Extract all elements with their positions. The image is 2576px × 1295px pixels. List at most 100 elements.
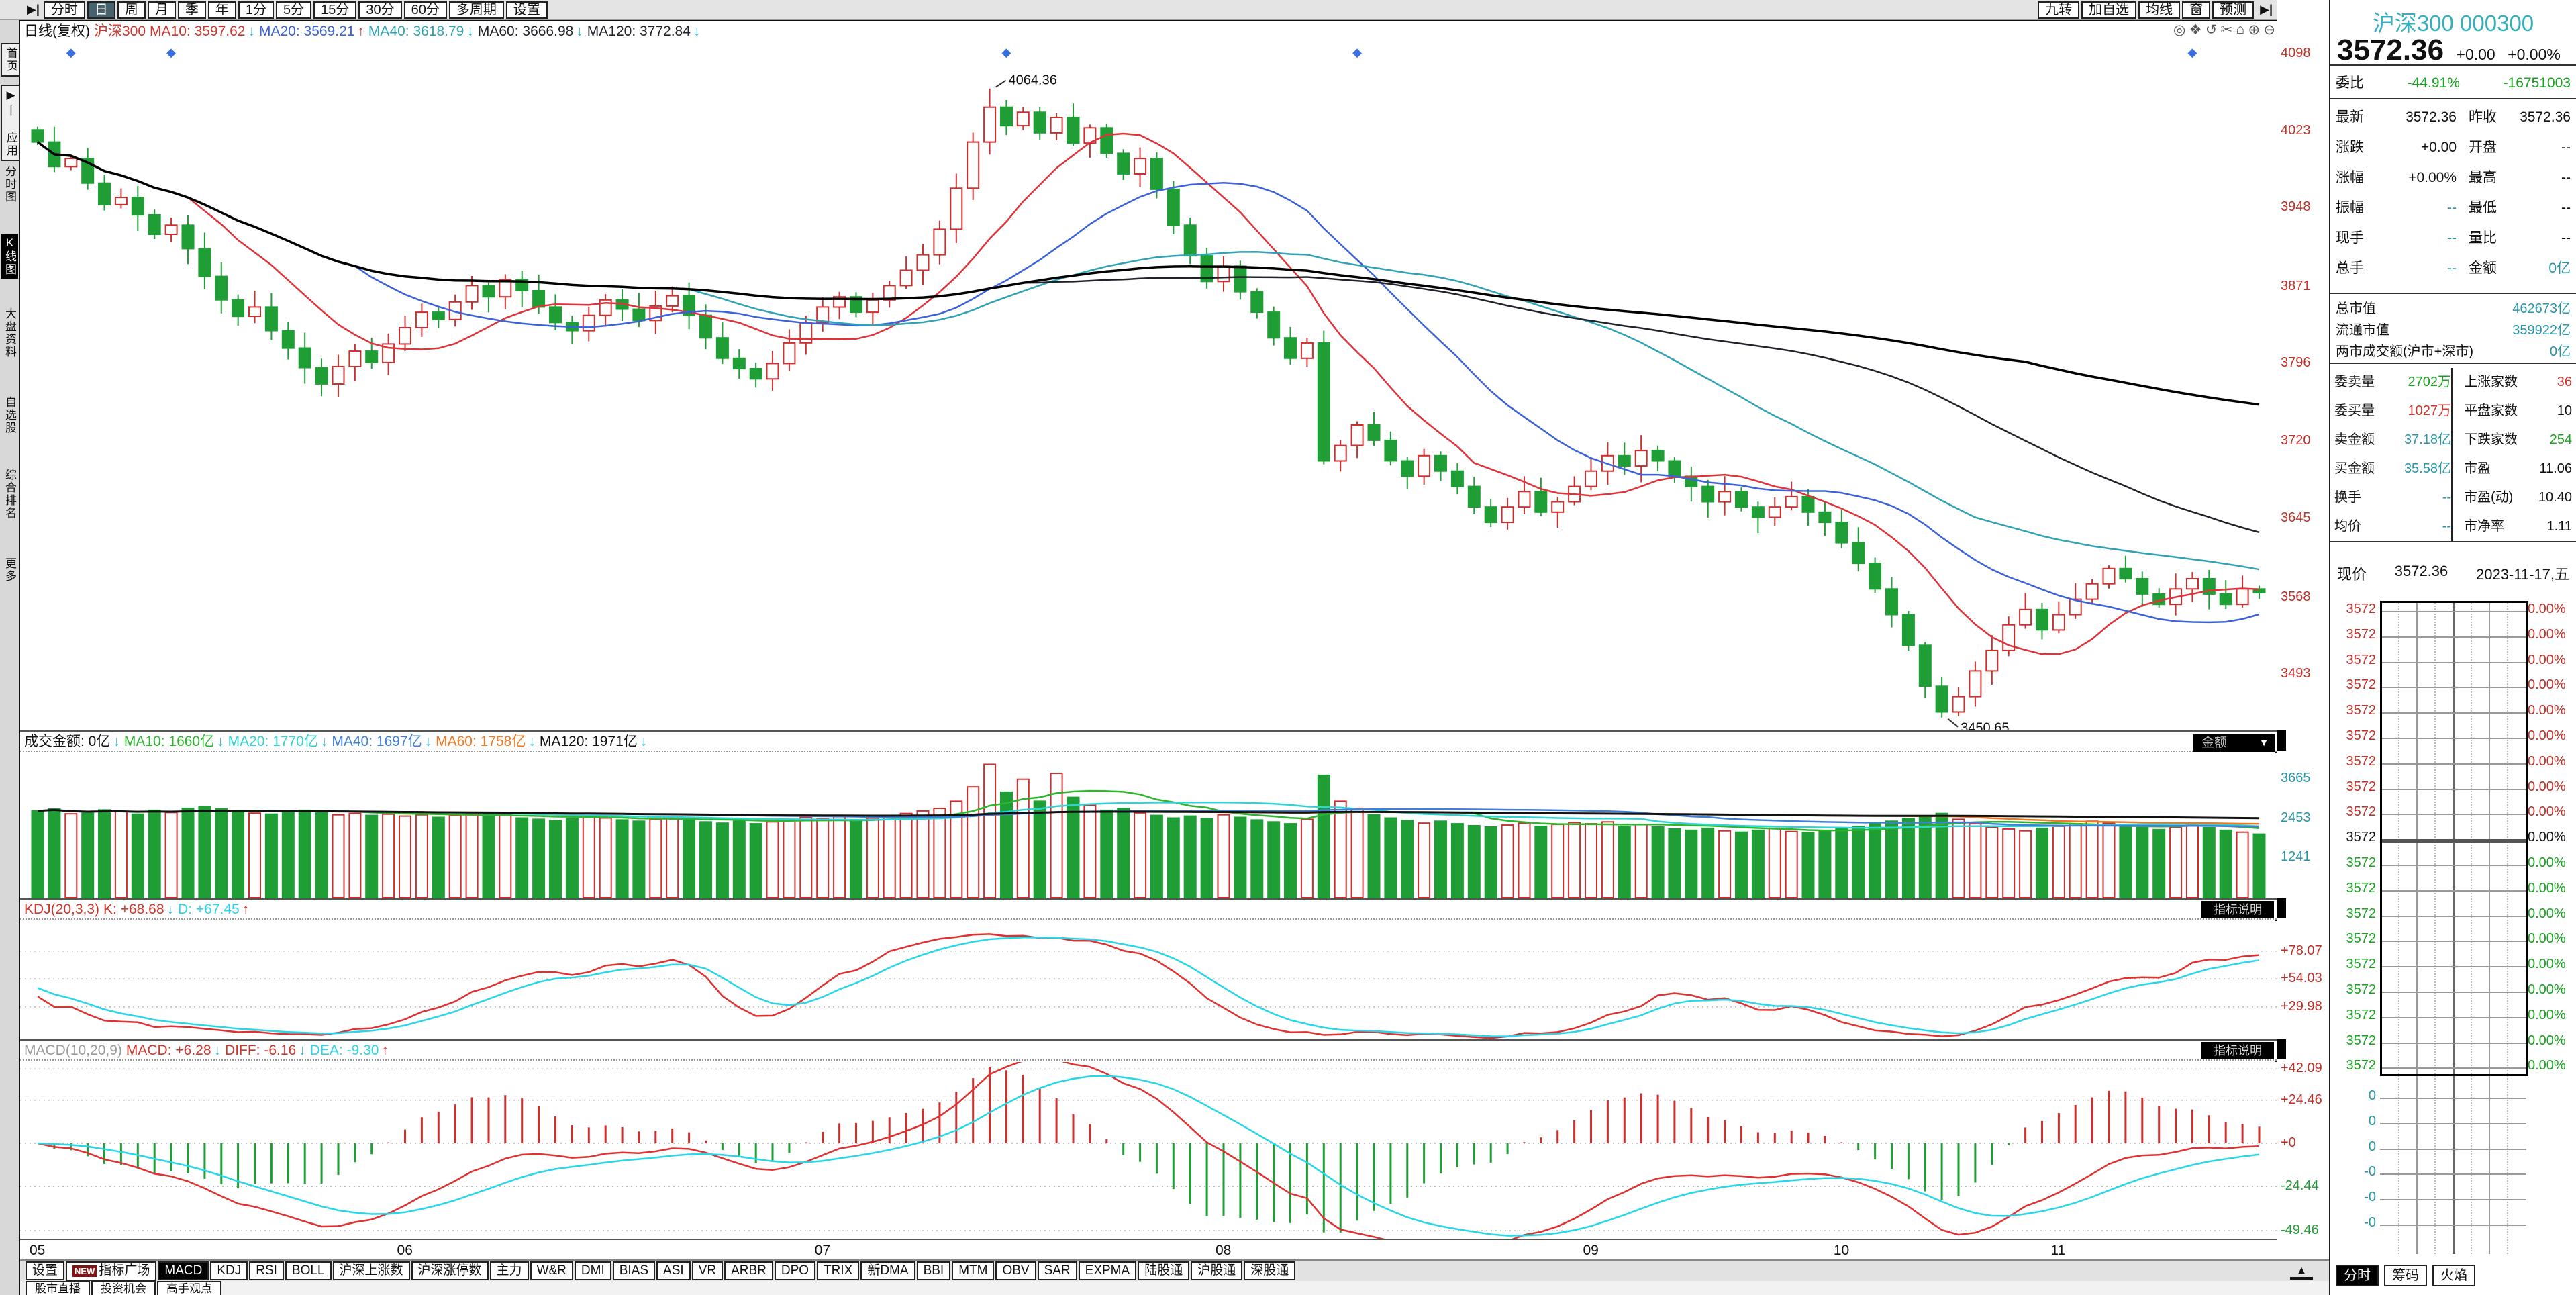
indicator-tab-RSI[interactable]: RSI	[249, 1261, 284, 1280]
period-tab-15分[interactable]: 15分	[313, 1, 357, 19]
mini-tab-分时[interactable]: 分时	[2336, 1265, 2379, 1286]
tool-tab-窗[interactable]: 窗	[2182, 1, 2211, 19]
footer-tab-投资机会[interactable]: 投资机会	[91, 1281, 156, 1295]
ladder-price-border	[2380, 601, 2528, 1076]
period-tab-多周期[interactable]: 多周期	[448, 1, 504, 19]
period-tab-设置[interactable]: 设置	[505, 1, 548, 19]
sidebar-item-K线图[interactable]: K线图	[1, 234, 18, 279]
ladder-price-label: 3572	[2346, 626, 2377, 642]
tool-tab-加自选[interactable]: 加自选	[2081, 1, 2137, 19]
period-tab-分时[interactable]: 分时	[43, 1, 85, 19]
period-tab-周[interactable]: 周	[117, 1, 146, 19]
indicator-tab-EXPMA[interactable]: EXPMA	[1078, 1261, 1137, 1280]
kdj-help-badge[interactable]: 指标说明	[2201, 901, 2274, 918]
footer-tabbar: 股市直播 投资机会 高手观点	[20, 1281, 2329, 1295]
tool-tab-预测[interactable]: 预测	[2212, 1, 2255, 19]
pane-resize-handle[interactable]	[2277, 730, 2286, 751]
macd-chart[interactable]	[20, 1062, 2277, 1239]
lock-icon[interactable]: ⌂	[2236, 21, 2245, 37]
sidebar-item-分时图[interactable]: 分时图	[3, 165, 16, 203]
pane-resize-handle[interactable]	[2277, 1039, 2286, 1059]
grid-vline-dotted	[2471, 601, 2472, 1254]
kdj-chart[interactable]	[20, 921, 2277, 1039]
sidebar-item-综合排名[interactable]: 综合排名	[3, 469, 16, 520]
period-tab-1分[interactable]: 1分	[238, 1, 275, 19]
axis-label: -24.44	[2281, 1178, 2319, 1194]
indicator-tab-沪股通[interactable]: 沪股通	[1191, 1261, 1243, 1280]
quote-panel: 沪深300 000300 3572.36 +0.00 +0.00% 委比 -44…	[2329, 0, 2576, 1295]
divider	[2330, 541, 2576, 542]
undo-icon[interactable]: ↺	[2205, 22, 2218, 38]
indicator-tab-沪深上涨数[interactable]: 沪深上涨数	[332, 1261, 410, 1280]
toolbar-right-arrow-icon[interactable]: ▶|	[2260, 3, 2273, 16]
indicator-tab-KDJ[interactable]: KDJ	[210, 1261, 248, 1280]
indicator-tab-陆股通[interactable]: 陆股通	[1138, 1261, 1190, 1280]
mini-tab-筹码[interactable]: 筹码	[2384, 1265, 2427, 1286]
indicator-tab-MTM[interactable]: MTM	[952, 1261, 995, 1280]
hand-tool-icon[interactable]: ❖	[2189, 22, 2202, 38]
indicator-tab-沪深涨停数[interactable]: 沪深涨停数	[411, 1261, 489, 1280]
sidebar-item-首页[interactable]: 首页	[1, 43, 21, 77]
period-tab-年[interactable]: 年	[207, 1, 236, 19]
sidebar-item-应用[interactable]: ▶| 应用	[1, 85, 21, 161]
trend-arrow-icon: ↓	[113, 734, 120, 749]
last-price: 3572.36	[2337, 34, 2444, 66]
quote-row-涨幅: 涨幅 +0.00% 最高 --	[2330, 164, 2576, 191]
mini-tab-火焰[interactable]: 火焰	[2432, 1265, 2475, 1286]
macd-help-badge[interactable]: 指标说明	[2201, 1042, 2274, 1059]
indicator-tab-深股通[interactable]: 深股通	[1244, 1261, 1296, 1280]
tool-tab-均线[interactable]: 均线	[2138, 1, 2181, 19]
indicator-tab-DMI[interactable]: DMI	[574, 1261, 611, 1280]
indicator-value: D: +67.45	[178, 902, 240, 917]
cut-icon[interactable]: ✂	[2220, 22, 2233, 38]
tab-settings[interactable]: 设置	[26, 1261, 65, 1280]
period-tab-日[interactable]: 日	[87, 1, 115, 19]
indicator-tab-BBI[interactable]: BBI	[916, 1261, 951, 1280]
footer-tab-股市直播[interactable]: 股市直播	[26, 1281, 90, 1295]
period-tab-季[interactable]: 季	[177, 1, 206, 19]
indicator-tab-ARBR[interactable]: ARBR	[724, 1261, 773, 1280]
period-tab-60分[interactable]: 60分	[403, 1, 447, 19]
period-tab-月[interactable]: 月	[147, 1, 176, 19]
toolbar-left-arrow-icon[interactable]: ▶|	[27, 3, 40, 16]
sidebar-item-自选股[interactable]: 自选股	[3, 396, 16, 434]
indicator-tab-BIAS[interactable]: BIAS	[612, 1261, 656, 1280]
indicator-tab-新DMA[interactable]: 新DMA	[860, 1261, 915, 1280]
period-tab-30分[interactable]: 30分	[358, 1, 402, 19]
label: 振幅	[2336, 200, 2364, 215]
indicator-tab-W&R[interactable]: W&R	[530, 1261, 573, 1280]
indicator-tab-BOLL[interactable]: BOLL	[285, 1261, 332, 1280]
chart-tools: ◎ ❖ ↺ ✂ ⌂ ⊕ ⊖	[2173, 21, 2275, 38]
sidebar-item-大盘资料[interactable]: 大盘资料	[3, 307, 16, 358]
period-tab-5分[interactable]: 5分	[276, 1, 312, 19]
zoom-in-icon[interactable]: ⊕	[2248, 22, 2261, 38]
tool-tab-九转[interactable]: 九转	[2038, 1, 2080, 19]
indicator-tab-DPO[interactable]: DPO	[774, 1261, 816, 1280]
crosshair-icon[interactable]: ◎	[2173, 22, 2186, 38]
left-nav-sidebar: 首页 ▶| 应用分时图 K线图大盘资料自选股综合排名更多	[0, 20, 21, 1295]
indicator-tab-VR[interactable]: VR	[691, 1261, 724, 1280]
value: 3572.36	[2406, 109, 2457, 125]
indicator-tab-SAR[interactable]: SAR	[1037, 1261, 1077, 1280]
volume-chart[interactable]	[20, 753, 2277, 898]
indicator-tab-OBV[interactable]: OBV	[995, 1261, 1036, 1280]
expand-pane-icon[interactable]: ▲	[2290, 1265, 2313, 1280]
grid-hline	[2380, 966, 2526, 968]
value: 3572.36	[2520, 109, 2571, 125]
pane-resize-handle[interactable]	[2277, 898, 2286, 918]
trend-arrow-icon: ↑	[357, 23, 364, 39]
indicator-tab-ASI[interactable]: ASI	[656, 1261, 691, 1280]
label: 换手	[2334, 490, 2361, 505]
sidebar-item-更多[interactable]: 更多	[3, 557, 16, 583]
indicator-tab-MACD[interactable]: MACD	[158, 1261, 209, 1280]
zoom-out-icon[interactable]: ⊖	[2263, 22, 2275, 38]
tab-indicator-plaza[interactable]: NEW 指标广场	[66, 1261, 157, 1281]
kline-chart[interactable]: ◆ ◆ ◆ ◆ ◆ 4064.36 3450.65	[20, 42, 2277, 730]
amount-dropdown[interactable]: 金额 ▼	[2193, 734, 2275, 752]
footer-tab-高手观点[interactable]: 高手观点	[157, 1281, 221, 1295]
indicator-tab-TRIX[interactable]: TRIX	[817, 1261, 860, 1280]
ladder-pct-label: 0.00%	[2528, 602, 2566, 616]
indicator-tab-主力[interactable]: 主力	[489, 1261, 529, 1280]
trend-arrow-icon: ↓	[640, 734, 648, 749]
ladder-grid	[2380, 601, 2528, 1254]
